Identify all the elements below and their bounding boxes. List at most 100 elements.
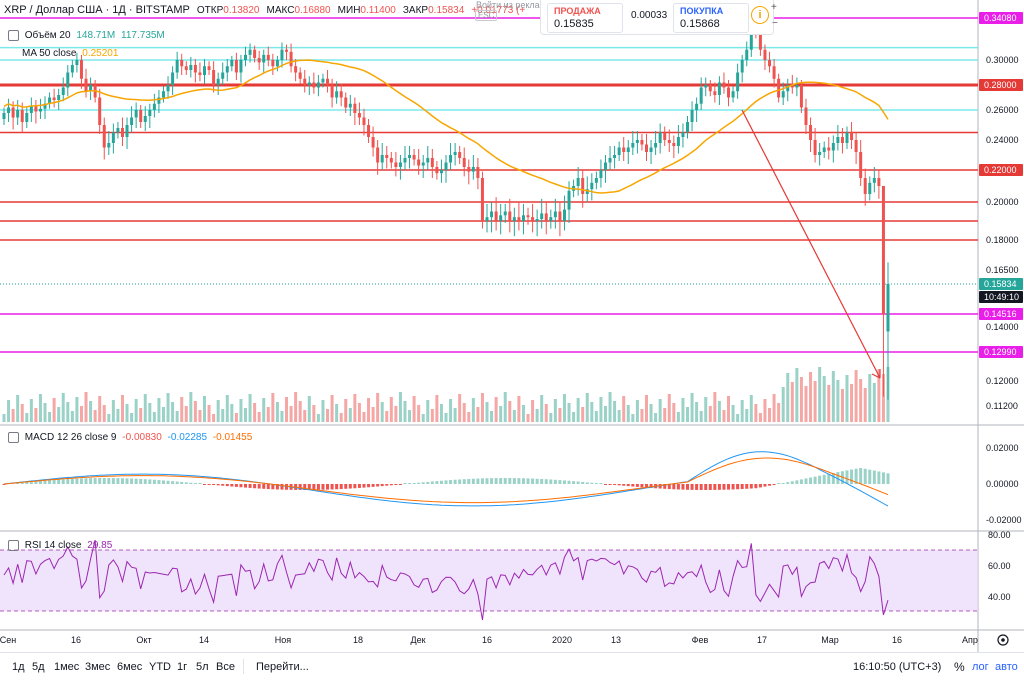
- time-tick-label: Сен: [0, 635, 16, 645]
- timeframe-3m[interactable]: 3мес: [85, 661, 111, 673]
- volume-bar: [221, 409, 225, 422]
- macd-histogram-bar: [836, 472, 840, 484]
- macd-histogram-bar: [66, 478, 70, 484]
- rsi-legend[interactable]: RSI 14 close 29.85: [8, 540, 115, 551]
- timeframe-1y[interactable]: 1г: [177, 661, 188, 673]
- candle-body: [371, 137, 375, 148]
- volume-bar: [736, 414, 740, 422]
- macd-histogram-bar: [471, 478, 475, 484]
- goto-date-button[interactable]: Перейти...: [256, 661, 309, 673]
- buy-button[interactable]: ПОКУПКА 0.15868: [673, 3, 749, 33]
- macd-histogram-bar: [686, 484, 690, 490]
- log-scale-toggle[interactable]: лог: [972, 661, 989, 673]
- volume-legend[interactable]: Объём 20 148.71M 117.735M: [8, 30, 168, 41]
- macd-histogram-bar: [79, 478, 83, 484]
- candle-body: [617, 147, 621, 155]
- ma-legend[interactable]: MA 50 close 0.25201: [22, 48, 121, 59]
- volume-bar: [52, 398, 56, 422]
- timeframe-5d[interactable]: 5д: [32, 661, 45, 673]
- high-value: 0.16880: [294, 5, 331, 16]
- candle-body: [699, 87, 703, 104]
- timeframe-1m[interactable]: 1мес: [54, 661, 80, 673]
- volume-bar: [480, 393, 484, 422]
- chart-canvas[interactable]: 0.30000 0.26000 0.24000 0.20000 0.18000 0.165…: [0, 0, 1024, 652]
- macd-histogram-bar: [467, 478, 471, 484]
- volume-bar: [216, 400, 220, 422]
- macd-histogram-bar: [216, 484, 220, 486]
- volume-label: Объём 20: [24, 30, 71, 42]
- info-icon[interactable]: i: [751, 6, 769, 24]
- timeframe-ytd[interactable]: YTD: [149, 661, 171, 673]
- volume-bar: [344, 399, 348, 422]
- price-tag-label: 10:49:10: [984, 292, 1019, 302]
- volume-bar: [102, 405, 106, 422]
- volume-bar: [412, 396, 416, 422]
- macd-histogram-bar: [603, 484, 607, 485]
- volume-bar: [444, 413, 448, 422]
- macd-histogram-bar: [663, 484, 667, 489]
- rsi-line: [3, 539, 889, 621]
- candle-body: [326, 78, 330, 85]
- volume-bar: [134, 399, 138, 422]
- rsi-label: RSI 14 close: [24, 540, 82, 552]
- plus-icon[interactable]: +: [771, 2, 777, 13]
- candle-body: [130, 117, 134, 125]
- timeframe-5y[interactable]: 5л: [196, 661, 209, 673]
- price-tick-label: 0.30000: [986, 55, 1019, 65]
- candle-body: [544, 213, 548, 221]
- candle-body: [303, 78, 307, 85]
- candle-body: [43, 103, 47, 109]
- volume-bar: [107, 414, 111, 422]
- collapse-icon[interactable]: [8, 30, 19, 41]
- timeframe-6m[interactable]: 6мес: [117, 661, 143, 673]
- candle-body: [16, 110, 20, 118]
- timeframe-1d[interactable]: 1д: [12, 661, 25, 673]
- candle-body: [266, 54, 270, 60]
- candle-body: [89, 85, 93, 92]
- macd-histogram-bar: [827, 473, 831, 484]
- candle-body: [143, 116, 147, 122]
- auto-scale-toggle[interactable]: авто: [995, 661, 1018, 673]
- macd-histogram-bar: [353, 484, 357, 489]
- candle-body: [20, 110, 24, 122]
- trade-panel: ПРОДАЖА 0.15835 0.00033 ПОКУПКА 0.15868 …: [540, 0, 778, 35]
- candle-body: [827, 147, 831, 151]
- volume-bar: [549, 413, 553, 422]
- volume-bar: [353, 394, 357, 422]
- clock-readout[interactable]: 16:10:50 (UTC+3): [853, 661, 942, 673]
- symbol-title[interactable]: XRP / Доллар США · 1Д · BITSTAMP: [4, 4, 190, 16]
- minus-icon[interactable]: −: [772, 18, 778, 29]
- volume-bar: [490, 411, 494, 422]
- candle-body: [385, 155, 389, 158]
- volume-bar: [362, 412, 366, 422]
- volume-bar: [640, 409, 644, 422]
- macd-histogram-bar: [367, 484, 371, 488]
- volume-bar: [676, 412, 680, 422]
- macd-legend[interactable]: MACD 12 26 close 9 -0.00830 -0.02285 -0.…: [8, 432, 255, 443]
- collapse-icon[interactable]: [8, 432, 19, 443]
- candle-body: [836, 137, 840, 143]
- candle-body: [257, 57, 261, 63]
- macd-value-1: -0.00830: [122, 432, 162, 444]
- candle-body: [649, 147, 653, 152]
- candle-body: [640, 140, 644, 145]
- candle-body: [626, 147, 630, 152]
- timeframe-all[interactable]: Все: [216, 661, 235, 673]
- candle-body: [271, 60, 275, 67]
- volume-bar: [453, 408, 457, 422]
- macd-histogram-bar: [772, 484, 776, 485]
- open-label: ОТКР: [196, 5, 224, 16]
- candle-body: [458, 152, 462, 158]
- macd-histogram-bar: [449, 480, 453, 484]
- rsi-value: 29.85: [87, 540, 113, 552]
- macd-histogram-bar: [567, 480, 571, 484]
- collapse-icon[interactable]: [8, 540, 19, 551]
- volume-value-1: 148.71M: [76, 30, 116, 42]
- macd-histogram-bar: [768, 484, 772, 486]
- percent-scale-toggle[interactable]: %: [954, 660, 965, 674]
- macd-histogram-bar: [480, 478, 484, 484]
- sell-button[interactable]: ПРОДАЖА 0.15835: [547, 3, 623, 33]
- volume-bar: [289, 406, 293, 422]
- candle-body: [280, 49, 284, 60]
- time-tick-label: Ноя: [275, 635, 292, 645]
